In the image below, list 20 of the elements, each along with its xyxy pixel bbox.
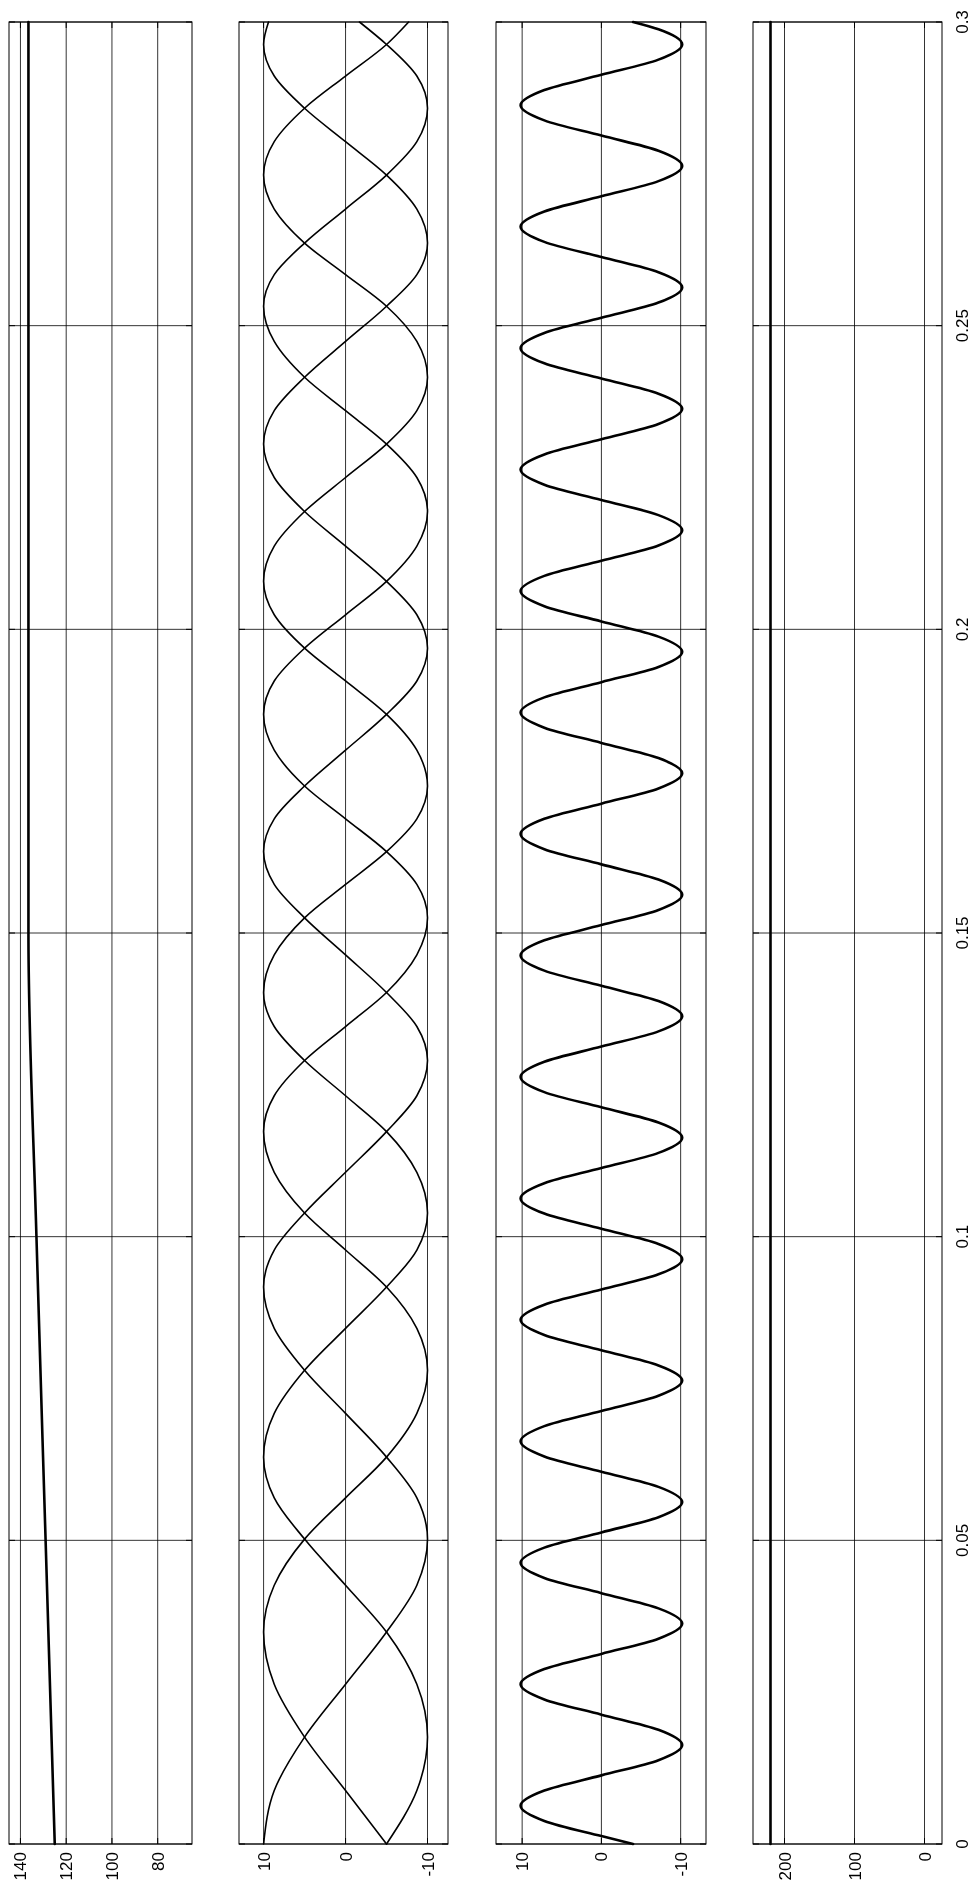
x-tick-label: 0 [336, 1852, 356, 1862]
x-tick-label: 0 [915, 1852, 935, 1862]
x-tick-label: 100 [102, 1852, 122, 1881]
x-tick-label: 100 [845, 1852, 865, 1881]
x-tick-label: 10 [254, 1852, 274, 1871]
y-tick-label: 0 [953, 1839, 972, 1849]
x-tick-label: -10 [671, 1852, 691, 1877]
y-tick-label: 0.1 [953, 1224, 972, 1249]
x-tick-label: 140 [11, 1852, 31, 1881]
y-tick-label: 0.15 [953, 916, 972, 950]
x-tick-label: 80 [148, 1852, 168, 1871]
x-tick-label: 120 [57, 1852, 77, 1881]
y-tick-label: 0.2 [953, 617, 972, 642]
y-tick-label: 0.3 [953, 10, 972, 34]
y-tick-label: 0.25 [953, 309, 972, 343]
x-tick-label: -10 [418, 1852, 438, 1877]
y-tick-label: 0.05 [953, 1523, 972, 1557]
x-tick-label: 0 [592, 1852, 612, 1862]
x-tick-label: 10 [513, 1852, 533, 1871]
x-tick-label: 200 [775, 1852, 795, 1881]
